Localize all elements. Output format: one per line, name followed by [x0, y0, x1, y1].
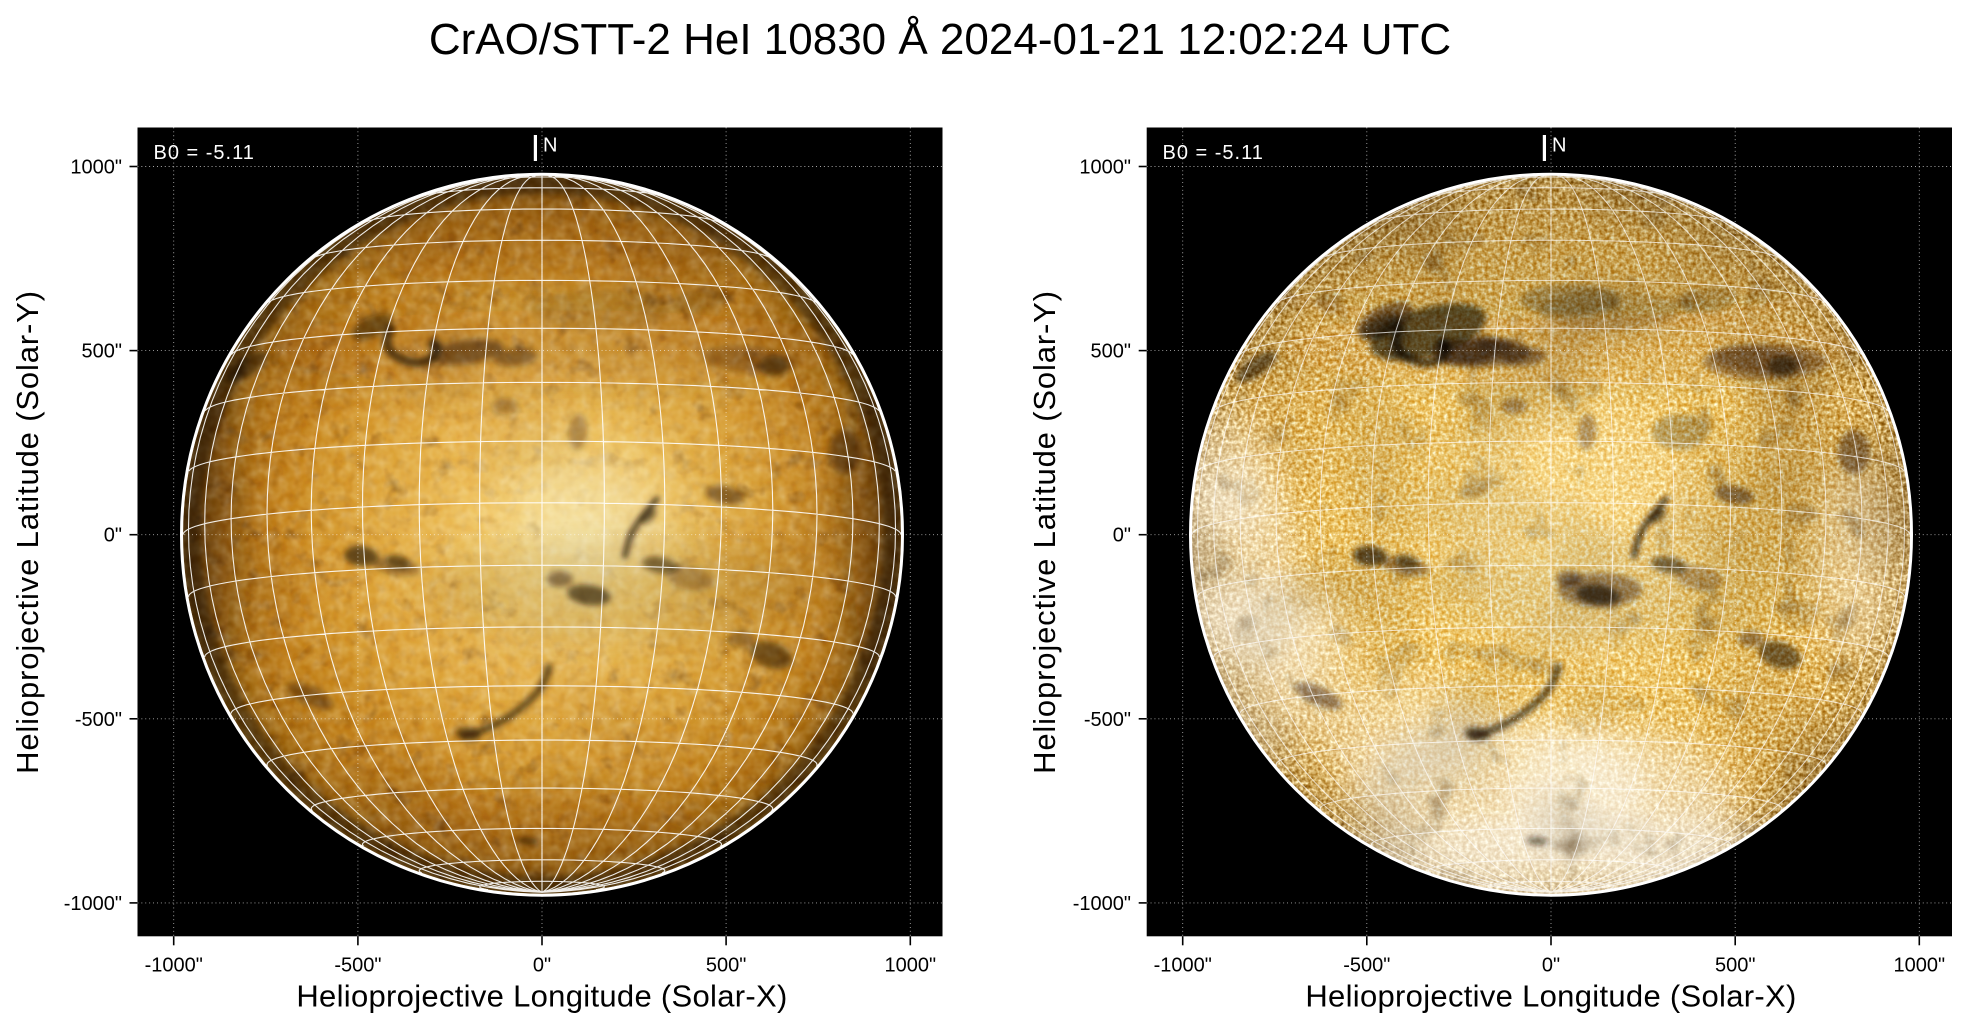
svg-text:Helioprojective Latitude (Sola: Helioprojective Latitude (Solar-Y) [10, 290, 45, 774]
svg-text:500": 500" [82, 341, 122, 363]
svg-text:-1000": -1000" [64, 893, 122, 915]
svg-text:1000": 1000" [1079, 157, 1131, 179]
svg-text:500": 500" [1715, 955, 1755, 977]
svg-text:CrAO/STT-2 HeI 10830 Å 2024-01: CrAO/STT-2 HeI 10830 Å 2024-01-21 12:02:… [429, 15, 1451, 64]
svg-text:N: N [543, 135, 557, 157]
svg-text:0": 0" [533, 955, 551, 977]
svg-text:-500": -500" [75, 709, 122, 731]
svg-text:0": 0" [104, 525, 122, 547]
svg-text:-1000": -1000" [1073, 893, 1131, 915]
svg-text:1000": 1000" [885, 955, 937, 977]
svg-text:B0 = -5.11: B0 = -5.11 [1163, 142, 1264, 164]
svg-text:B0 = -5.11: B0 = -5.11 [154, 142, 255, 164]
svg-text:-500": -500" [1084, 709, 1131, 731]
svg-text:Helioprojective Longitude (Sol: Helioprojective Longitude (Solar-X) [1305, 979, 1796, 1014]
svg-text:1000": 1000" [70, 157, 122, 179]
svg-text:0": 0" [1542, 955, 1560, 977]
svg-text:Helioprojective Longitude (Sol: Helioprojective Longitude (Solar-X) [296, 979, 787, 1014]
svg-text:-500": -500" [334, 955, 381, 977]
svg-text:-500": -500" [1343, 955, 1390, 977]
svg-text:-1000": -1000" [1154, 955, 1212, 977]
svg-text:N: N [1552, 135, 1566, 157]
svg-text:-1000": -1000" [145, 955, 203, 977]
svg-text:500": 500" [1091, 341, 1131, 363]
svg-text:0": 0" [1113, 525, 1131, 547]
svg-text:Helioprojective Latitude (Sola: Helioprojective Latitude (Solar-Y) [1027, 290, 1062, 774]
svg-text:1000": 1000" [1894, 955, 1946, 977]
svg-text:500": 500" [706, 955, 746, 977]
